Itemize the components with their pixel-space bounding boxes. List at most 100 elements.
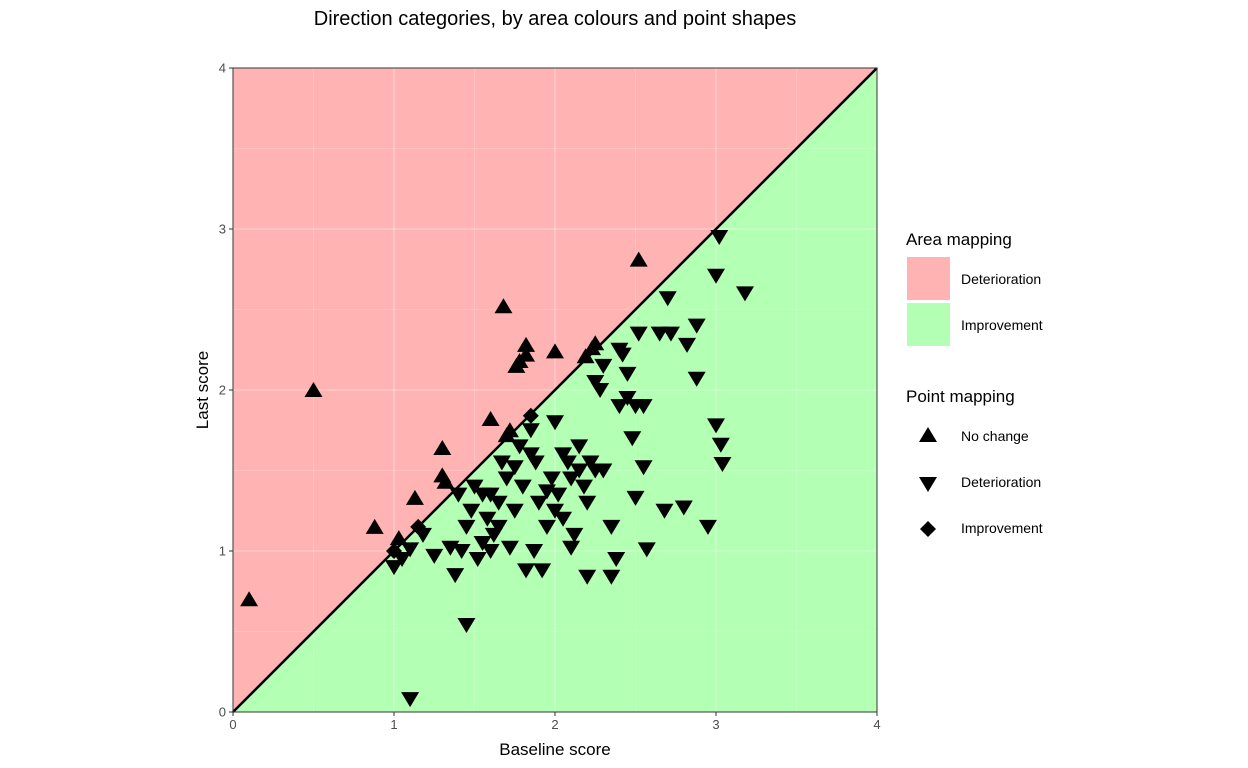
data-point <box>586 374 605 390</box>
data-point <box>473 535 492 551</box>
data-point <box>473 487 492 503</box>
data-point <box>489 495 508 511</box>
data-point <box>393 552 412 568</box>
data-point <box>687 371 706 387</box>
x-tick-label: 2 <box>551 717 558 732</box>
data-point <box>710 230 729 246</box>
data-point <box>634 399 653 415</box>
data-point <box>537 519 556 535</box>
data-point <box>386 543 402 559</box>
data-point <box>505 503 524 519</box>
data-point <box>707 418 725 434</box>
data-point <box>446 568 465 584</box>
legend-label-improvement-area: Improvement <box>961 317 1043 333</box>
data-point <box>513 479 532 495</box>
y-tick-label: 2 <box>219 383 226 398</box>
data-point <box>735 286 754 302</box>
data-point <box>517 346 536 362</box>
point-legend-title: Point mapping <box>906 387 1015 406</box>
legend-key-improvement-shape <box>920 521 936 537</box>
data-points <box>240 230 754 708</box>
y-tick-label: 1 <box>219 544 226 559</box>
data-point <box>478 511 497 527</box>
data-point <box>711 437 730 453</box>
data-point <box>526 455 545 471</box>
data-point <box>554 447 573 463</box>
data-point <box>457 519 476 535</box>
chart-title: Direction categories, by area colours an… <box>314 8 797 30</box>
data-point <box>610 342 629 358</box>
plot-area <box>232 67 878 713</box>
data-point <box>505 460 524 476</box>
legend-label-improvement-shape: Improvement <box>961 520 1043 536</box>
x-tick-label: 4 <box>873 717 880 732</box>
data-point <box>385 560 403 576</box>
data-point <box>489 519 508 535</box>
data-point <box>546 343 564 359</box>
data-point <box>521 423 540 439</box>
legend-key-deterioration-area <box>907 257 950 300</box>
data-point <box>565 527 584 543</box>
data-point <box>436 473 455 489</box>
data-point <box>634 460 653 476</box>
data-point <box>401 692 420 708</box>
data-point <box>433 439 452 455</box>
x-axis-label: Baseline score <box>499 740 611 759</box>
data-point <box>410 518 427 535</box>
legend-key-improvement-area <box>907 303 950 346</box>
data-point <box>529 495 548 511</box>
legend-label-deterioration-shape: Deterioration <box>961 474 1041 490</box>
data-point <box>713 457 732 473</box>
data-point <box>586 335 605 351</box>
data-point <box>449 487 468 503</box>
data-point <box>594 358 613 374</box>
data-point <box>607 552 626 568</box>
data-point <box>562 540 581 556</box>
data-point <box>481 544 500 559</box>
data-point <box>574 479 593 495</box>
data-point <box>562 471 581 487</box>
data-point <box>468 552 487 568</box>
data-point <box>629 251 648 267</box>
y-tick-label: 4 <box>219 61 226 76</box>
reference-line <box>232 67 878 713</box>
data-point <box>610 399 629 415</box>
data-point <box>517 336 536 352</box>
data-point <box>304 382 323 397</box>
data-point <box>602 569 621 585</box>
data-point <box>500 540 519 556</box>
data-point <box>365 518 384 534</box>
data-point <box>581 455 600 471</box>
data-point <box>554 511 573 527</box>
data-point <box>674 500 693 516</box>
data-point <box>510 439 529 455</box>
data-point <box>629 326 648 342</box>
legend-label-no-change: No change <box>961 428 1029 444</box>
axis-ticks: 0 1 2 3 4 0 1 2 3 4 <box>219 61 881 733</box>
data-point <box>517 563 536 579</box>
data-point <box>658 291 677 307</box>
x-tick-label: 1 <box>390 717 397 732</box>
legend-key-no-change-shape <box>919 427 937 442</box>
data-point <box>626 490 645 506</box>
data-point <box>497 471 516 487</box>
x-tick-label: 3 <box>712 717 719 732</box>
data-point <box>522 407 539 424</box>
data-point <box>578 569 597 585</box>
data-point <box>389 530 408 546</box>
data-point <box>465 479 484 495</box>
data-point <box>546 415 564 431</box>
data-point <box>521 447 540 463</box>
data-point <box>576 348 595 364</box>
data-point <box>401 542 420 558</box>
area-legend: Area mapping Deterioration Improvement <box>906 230 1043 346</box>
data-point <box>655 503 674 519</box>
y-tick-label: 0 <box>219 705 226 720</box>
data-point <box>650 326 669 342</box>
data-point <box>533 563 552 579</box>
series-no-change <box>240 251 648 607</box>
data-point <box>678 337 697 353</box>
data-point <box>525 544 544 559</box>
data-point <box>457 618 476 634</box>
